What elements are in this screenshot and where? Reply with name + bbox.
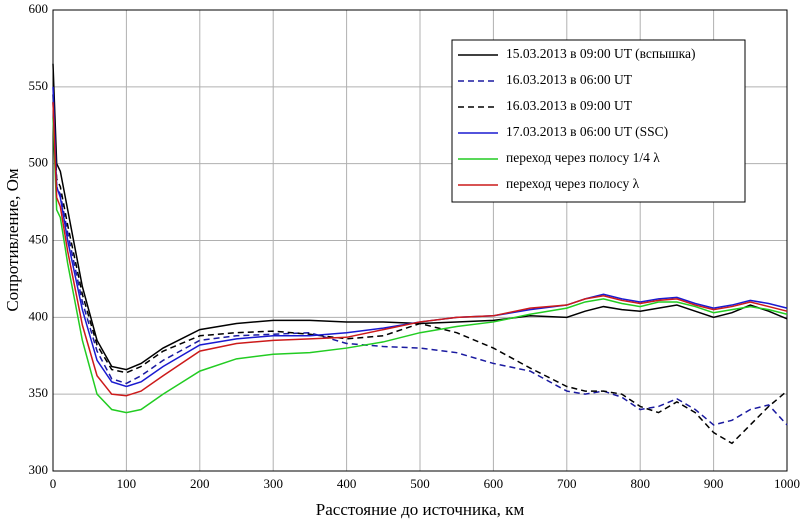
- x-axis-label: Расстояние до источника, км: [316, 500, 525, 519]
- y-tick-label: 600: [29, 1, 49, 16]
- y-tick-label: 500: [29, 155, 49, 170]
- series-line: [52, 102, 788, 426]
- legend-label: переход через полосу 1/4 λ: [506, 150, 660, 165]
- x-tick-label: 800: [630, 476, 650, 491]
- x-tick-label: 400: [337, 476, 357, 491]
- x-tick-label: 300: [263, 476, 283, 491]
- y-axis-label: Сопротивление, Ом: [3, 168, 22, 312]
- plot-frame: [52, 9, 788, 472]
- x-tick-label: 900: [704, 476, 724, 491]
- y-tick-label: 300: [29, 462, 49, 477]
- legend-label: 16.03.2013 в 06:00 UT: [506, 72, 633, 87]
- y-tick-label: 350: [29, 385, 49, 400]
- legend-label: 16.03.2013 в 09:00 UT: [506, 98, 633, 113]
- series-line: [52, 94, 788, 445]
- series-line: [52, 117, 788, 414]
- x-tick-label: 0: [50, 476, 57, 491]
- x-tick-label: 600: [484, 476, 504, 491]
- x-tick-label: 200: [190, 476, 210, 491]
- y-tick-label: 550: [29, 78, 49, 93]
- legend-label: 17.03.2013 в 06:00 UT (SSC): [506, 124, 668, 139]
- x-tick-label: 500: [410, 476, 430, 491]
- y-tick-label: 450: [29, 231, 49, 246]
- x-tick-label: 1000: [774, 476, 800, 491]
- legend-box: [451, 39, 746, 203]
- legend-label: переход через полосу λ: [506, 176, 640, 191]
- y-tick-label: 400: [29, 308, 49, 323]
- x-tick-label: 700: [557, 476, 577, 491]
- series-line: [52, 102, 788, 397]
- x-tick-label: 100: [117, 476, 137, 491]
- legend-label: 15.03.2013 в 09:00 UT (вспышка): [506, 46, 695, 61]
